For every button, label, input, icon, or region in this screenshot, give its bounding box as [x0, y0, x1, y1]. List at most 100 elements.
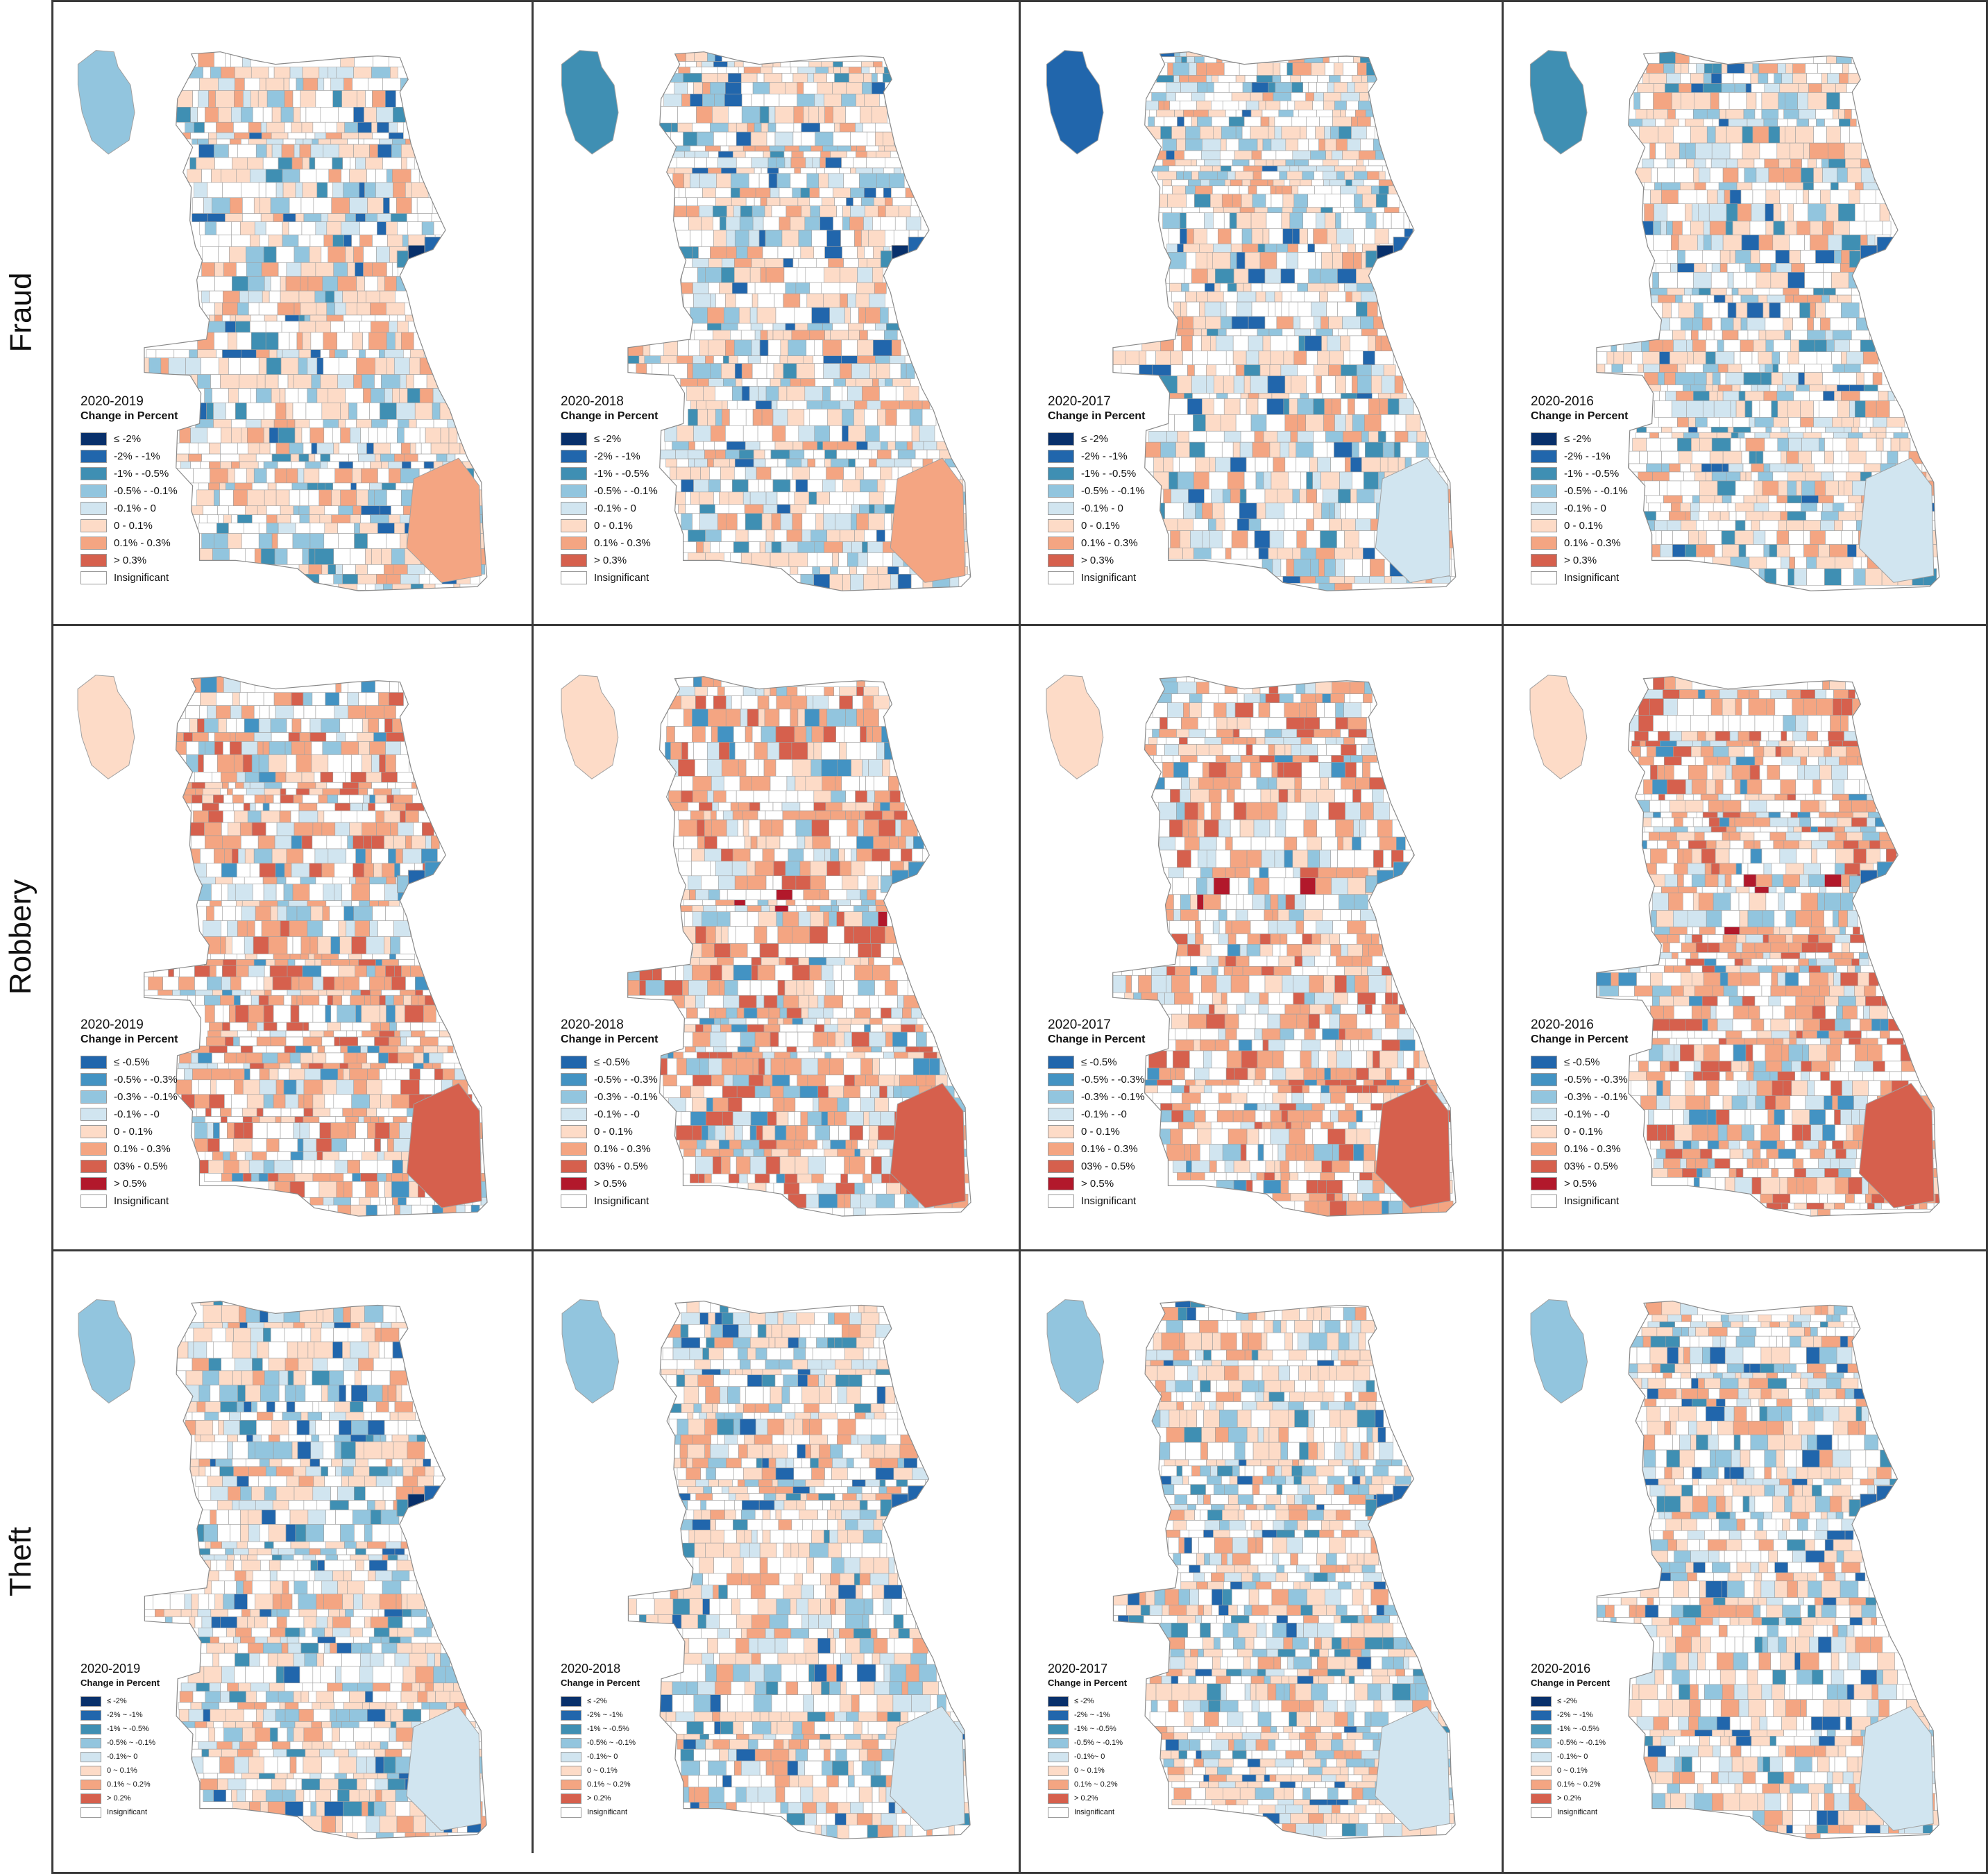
legend-label: 0.1% - 0.3%: [594, 1143, 651, 1155]
legend-item: 0.1% - 0.3%: [1048, 534, 1145, 552]
legend-swatch: [1048, 1142, 1074, 1156]
legend-swatch: [1048, 450, 1074, 463]
chicago-choropleth-map: [77, 675, 488, 1217]
legend-item: -2% - -1%: [80, 448, 178, 465]
legend-swatch: [1531, 1696, 1552, 1707]
legend-period-title: 2020-2019: [80, 1662, 141, 1675]
legend-item: -2% - -1%: [1048, 448, 1145, 465]
ohare-tract: [1046, 50, 1104, 155]
map-legend: 2020-2017 Change in Percent ≤ -2% -2% ~ -1%…: [1048, 1661, 1127, 1819]
city-boundary: [627, 676, 971, 1217]
legend-item: -0.1% - 0: [561, 500, 658, 517]
legend-item: -1% ~ -0.5%: [1048, 1722, 1127, 1736]
ohare-tract: [1529, 675, 1588, 779]
legend-swatch: [80, 554, 107, 567]
legend-label: -2% - -1%: [1564, 450, 1611, 462]
legend-swatch: [561, 1765, 581, 1776]
ohare-tract: [77, 50, 135, 155]
legend-item: -0.5% ~ -0.1%: [1048, 1736, 1127, 1750]
legend-label: 0 ~ 0.1%: [1557, 1766, 1588, 1775]
legend-item: -1% - -0.5%: [561, 465, 658, 482]
legend-item: ≤ -2%: [1531, 1694, 1610, 1708]
chicago-choropleth-map: [1529, 675, 1940, 1217]
census-tracts: [628, 1301, 971, 1839]
legend-swatch: [561, 1125, 587, 1138]
legend-swatch: [80, 1160, 107, 1173]
legend-item: -1% - -0.5%: [80, 465, 178, 482]
legend-swatch: [80, 1765, 101, 1776]
legend-item: -0.1% - -0: [1048, 1106, 1145, 1123]
legend-swatch: [561, 1737, 581, 1748]
legend-label: 0.1% - 0.3%: [1081, 537, 1138, 549]
legend-item: -0.1% - -0: [561, 1106, 658, 1123]
map-legend: 2020-2018 Change in Percent ≤ -2% -2% - -1%…: [561, 394, 658, 586]
chicago-choropleth-map: [78, 1299, 487, 1839]
legend-swatch: [1048, 537, 1074, 550]
legend-item: 0 - 0.1%: [80, 517, 178, 534]
census-tracts: [144, 1301, 487, 1839]
legend-item: > 0.5%: [80, 1175, 178, 1192]
legend-label: -0.5% - -0.1%: [1564, 485, 1628, 497]
legend-label: > 0.3%: [594, 555, 627, 566]
chicago-choropleth-map: [1046, 1299, 1456, 1839]
legend-label: -2% ~ -1%: [1557, 1711, 1593, 1719]
legend-swatch: [80, 571, 107, 584]
legend-subtitle: Change in Percent: [1048, 410, 1146, 422]
legend-swatch: [1531, 467, 1557, 480]
legend-label: 0.1% ~ 0.2%: [1557, 1780, 1601, 1789]
legend-swatch: [561, 450, 587, 463]
legend-item: 0 - 0.1%: [80, 1123, 178, 1140]
legend-item: > 0.5%: [1531, 1175, 1628, 1192]
legend-item: > 0.3%: [561, 552, 658, 569]
legend-label: > 0.5%: [114, 1178, 147, 1190]
legend-label: -1% ~ -0.5%: [587, 1725, 629, 1733]
legend-item: 0 ~ 0.1%: [561, 1764, 640, 1778]
legend-item: > 0.2%: [1531, 1791, 1610, 1805]
legend-swatch: [561, 537, 587, 550]
legend-swatch: [1531, 1108, 1557, 1121]
legend-item: 0.1% ~ 0.2%: [80, 1778, 160, 1791]
legend-item: -0.5% - -0.1%: [561, 482, 658, 500]
legend-item: -1% - -0.5%: [1531, 465, 1628, 482]
city-boundary: [1112, 676, 1456, 1217]
legend-period-title: 2020-2017: [1048, 1662, 1108, 1675]
grid-line-col3: [1502, 0, 1504, 1874]
legend-label: ≤ -0.5%: [594, 1056, 630, 1068]
legend-label: ≤ -2%: [1564, 433, 1592, 445]
legend-swatch: [80, 537, 107, 550]
legend-label: -0.1% - -0: [1081, 1108, 1127, 1120]
legend-item: 03% - 0.5%: [1048, 1158, 1145, 1175]
chicago-choropleth-map: [561, 50, 971, 591]
legend-period-title: 2020-2018: [561, 1018, 624, 1032]
legend-subtitle: Change in Percent: [1048, 1678, 1128, 1688]
legend-label: ≤ -2%: [1081, 433, 1109, 445]
legend-item: -0.5% - -0.3%: [561, 1071, 658, 1088]
legend-item: Insignificant: [1048, 569, 1145, 586]
map-legend: 2020-2017 Change in Percent ≤ -0.5% -0.5% -…: [1048, 1018, 1145, 1210]
legend-label: 0.1% - 0.3%: [594, 537, 651, 549]
legend-item: > 0.2%: [1048, 1791, 1127, 1805]
map-panel-robbery-2020-2016: 2020-2016 Change in Percent ≤ -0.5% -0.5% -…: [1504, 627, 1986, 1249]
legend-item: -0.5% ~ -0.1%: [561, 1736, 640, 1750]
census-tracts: [1596, 676, 1940, 1217]
legend-label: 0.1% ~ 0.2%: [107, 1780, 151, 1789]
ohare-tract: [1046, 1299, 1105, 1404]
legend-label: Insignificant: [1564, 1195, 1620, 1207]
legend-label: 0 ~ 0.1%: [1074, 1766, 1105, 1775]
legend-label: -0.5% - -0.3%: [1081, 1074, 1145, 1086]
legend-label: -0.5% - -0.1%: [1081, 485, 1145, 497]
legend-swatch: [1531, 1195, 1557, 1208]
legend-item: ≤ -2%: [561, 430, 658, 448]
legend-item: -0.5% ~ -0.1%: [80, 1736, 160, 1750]
legend-swatch: [80, 1125, 107, 1138]
legend-label: Insignificant: [1081, 572, 1137, 584]
map-legend: 2020-2019 Change in Percent ≤ -2% -2% - -1%…: [80, 394, 178, 586]
chicago-choropleth-map: [1530, 1299, 1939, 1839]
legend-item: -0.5% - -0.3%: [80, 1071, 178, 1088]
legend-label: -0.1%~ 0: [1074, 1753, 1105, 1761]
legend-swatch: [1048, 1090, 1074, 1104]
legend-item: -0.1%~ 0: [1531, 1750, 1610, 1764]
legend-swatch: [80, 502, 107, 515]
map-panel-robbery-2020-2018: 2020-2018 Change in Percent ≤ -0.5% -0.5% -…: [534, 627, 1019, 1249]
